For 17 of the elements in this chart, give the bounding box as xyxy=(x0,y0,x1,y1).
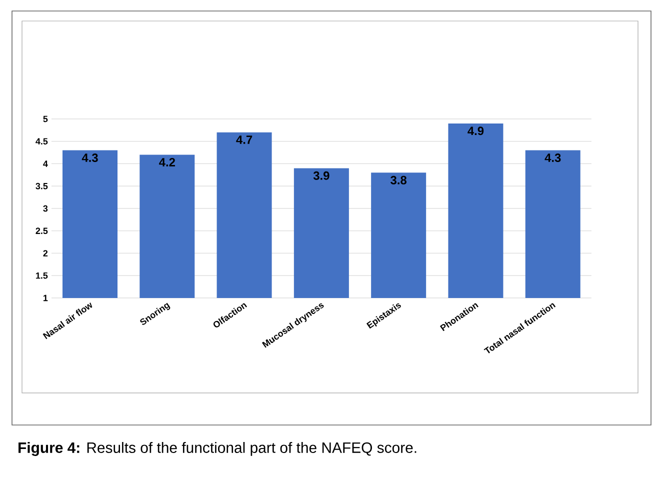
y-tick-label: 3.5 xyxy=(36,182,48,190)
y-tick-label: 2.5 xyxy=(36,228,48,234)
y-tick-label: 4.5 xyxy=(36,138,48,144)
data-label: 4.3 xyxy=(544,154,561,162)
y-tick-label: 3 xyxy=(43,205,48,212)
data-label: 4.2 xyxy=(159,158,175,166)
data-label: 4.7 xyxy=(236,136,252,144)
data-label: 4.9 xyxy=(468,126,484,136)
y-tick-label: 5 xyxy=(43,116,48,122)
data-label: 3.9 xyxy=(313,171,330,180)
data-label: 4.3 xyxy=(82,154,98,162)
y-tick-label: 1 xyxy=(43,294,48,302)
y-tick-label: 2 xyxy=(43,250,48,256)
y-tick-label: 4 xyxy=(43,160,48,167)
data-label: 3.8 xyxy=(390,176,407,184)
y-tick-label: 1.5 xyxy=(36,272,48,279)
text: Figure 4: Results of the functional part of the NAFEQ score. xyxy=(18,442,416,456)
